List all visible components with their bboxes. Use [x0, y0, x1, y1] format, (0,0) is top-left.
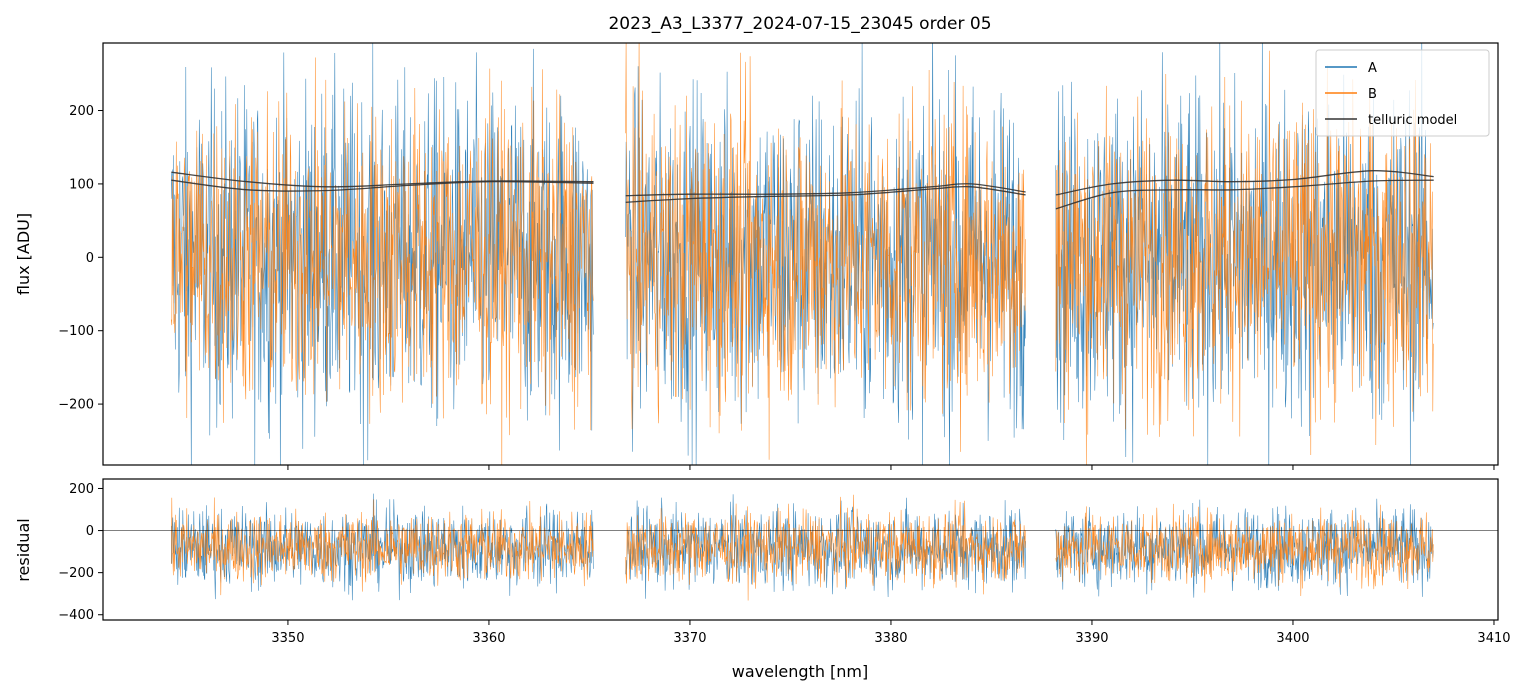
legend-label-b: B	[1368, 87, 1377, 102]
flux-panel: −200 −100 0 100 200 flux [ADU]	[14, 42, 1499, 470]
residual-x-tick-label: 3380	[874, 631, 907, 646]
series-a-segment-3	[1055, 498, 1434, 598]
residual-y-tick-label: 0	[86, 524, 94, 539]
legend-entry-a: A	[1325, 61, 1377, 76]
residual-x-tick-label: 3390	[1075, 631, 1108, 646]
telluric-model-curve-1	[171, 171, 594, 188]
series-b-segment-2	[625, 494, 1026, 601]
residual-x-tick-label: 3410	[1477, 631, 1510, 646]
telluric-model-curve-6	[1055, 179, 1434, 210]
series-b-segment-3	[1055, 50, 1434, 465]
residual-panel: −400 −200 0 200 3350 3360 3370 3380 3390 3400 341…	[14, 478, 1511, 681]
telluric-model-curve-3	[625, 183, 1026, 197]
legend-label-a: A	[1368, 61, 1377, 76]
legend: A B telluric model	[1315, 49, 1490, 137]
flux-y-tick-label: 0	[86, 251, 94, 266]
residual-x-ticks: 3350 3360 3370 3380 3390 3400 3410	[271, 620, 1511, 646]
residual-x-tick-label: 3360	[472, 631, 505, 646]
residual-x-tick-label: 3370	[673, 631, 706, 646]
residual-x-tick-label: 3350	[271, 631, 304, 646]
flux-y-tick-label: 100	[69, 177, 94, 192]
legend-label-telluric-model: telluric model	[1368, 113, 1457, 128]
residual-y-ticks: −400 −200 0 200	[58, 482, 103, 623]
legend-entry-telluric-model: telluric model	[1325, 113, 1457, 128]
series-b-segment-2	[625, 43, 1026, 460]
residual-axes-frame	[102, 478, 1499, 621]
chart-title: 2023_A3_L3377_2024-07-15_23045 order 05	[608, 14, 991, 34]
series-a-segment-1	[171, 43, 594, 465]
telluric-model-curve-4	[625, 185, 1026, 203]
residual-y-tick-label: 200	[69, 482, 94, 497]
series-a-segment-2	[625, 494, 1026, 599]
residual-y-axis-label: residual	[14, 518, 33, 581]
telluric-model-curve-5	[1055, 170, 1434, 196]
legend-entry-b: B	[1325, 87, 1377, 102]
legend-box	[1315, 49, 1490, 137]
telluric-model-curve-2	[171, 179, 594, 192]
flux-y-ticks: −200 −100 0 100 200	[58, 104, 103, 413]
residual-plot-area	[103, 493, 1498, 601]
residual-x-tick-label: 3400	[1276, 631, 1309, 646]
flux-y-tick-label: −200	[58, 398, 94, 413]
flux-axes-frame	[102, 42, 1499, 466]
flux-plot-area	[171, 43, 1434, 465]
series-b-segment-1	[171, 497, 594, 596]
residual-y-tick-label: −200	[58, 566, 94, 581]
flux-y-axis-label: flux [ADU]	[14, 213, 33, 295]
flux-x-ticks	[287, 465, 1495, 470]
flux-y-tick-label: 200	[69, 104, 94, 119]
residual-y-tick-label: −400	[58, 608, 94, 623]
flux-y-tick-label: −100	[58, 324, 94, 339]
x-axis-label: wavelength [nm]	[732, 662, 869, 681]
series-b-segment-1	[171, 57, 594, 465]
series-b-segment-3	[1055, 503, 1434, 597]
